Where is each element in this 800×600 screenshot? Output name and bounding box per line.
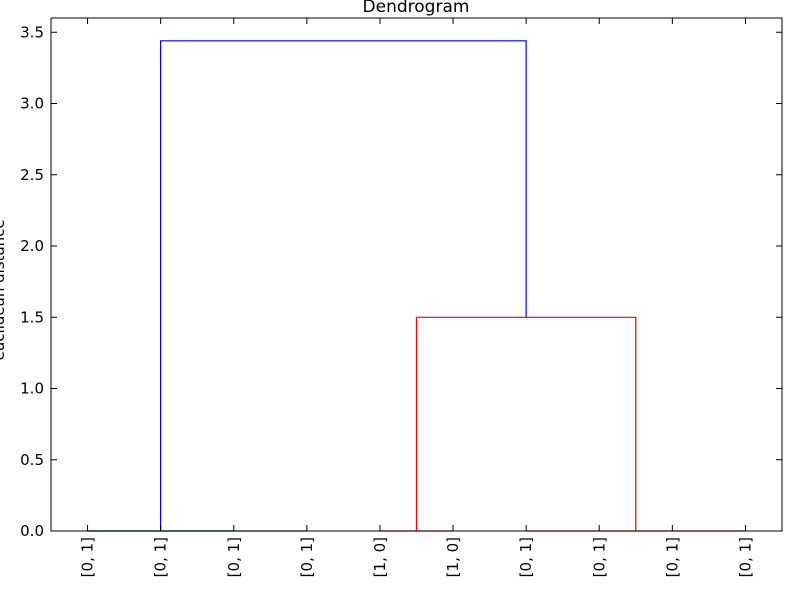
ticks-layer bbox=[51, 18, 782, 532]
y-tick-label-4: 2.0 bbox=[20, 237, 44, 255]
x-tick-label-0: [0, 1] bbox=[79, 537, 97, 577]
y-tick-label-7: 3.5 bbox=[20, 23, 44, 41]
x-tick-label-9: [0, 1] bbox=[736, 537, 754, 577]
x-tick-label-1: [0, 1] bbox=[152, 537, 170, 577]
y-tick-label-5: 2.5 bbox=[20, 166, 44, 184]
x-tick-label-2: [0, 1] bbox=[225, 537, 243, 577]
links-layer bbox=[87, 40, 746, 532]
x-tick-label-5: [1, 0] bbox=[444, 537, 462, 577]
chart-title: Dendrogram bbox=[363, 0, 470, 17]
plot-frame bbox=[50, 17, 783, 532]
y-tick-label-0: 0.0 bbox=[20, 522, 44, 540]
y-tick-label-1: 0.5 bbox=[20, 451, 44, 469]
x-tick-label-7: [0, 1] bbox=[590, 537, 608, 577]
y-tick-labels: 0.0 0.5 1.0 1.5 2.0 2.5 3.0 3.5 bbox=[20, 23, 44, 540]
y-tick-label-3: 1.5 bbox=[20, 308, 44, 326]
y-tick-label-6: 3.0 bbox=[20, 95, 44, 113]
x-tick-label-6: [0, 1] bbox=[517, 537, 535, 577]
dendrogram-link-7 bbox=[415, 316, 637, 531]
x-tick-label-8: [0, 1] bbox=[663, 537, 681, 577]
x-tick-label-4: [1, 0] bbox=[371, 537, 389, 577]
x-tick-labels: [0, 1] [0, 1] [0, 1] [0, 1] [1, 0] [1, 0] [0, … bbox=[79, 537, 755, 577]
dendrogram-link-8 bbox=[160, 40, 527, 531]
x-tick-label-3: [0, 1] bbox=[298, 537, 316, 577]
y-axis-label: euclidean distance bbox=[0, 219, 8, 360]
y-tick-label-2: 1.0 bbox=[20, 380, 44, 398]
